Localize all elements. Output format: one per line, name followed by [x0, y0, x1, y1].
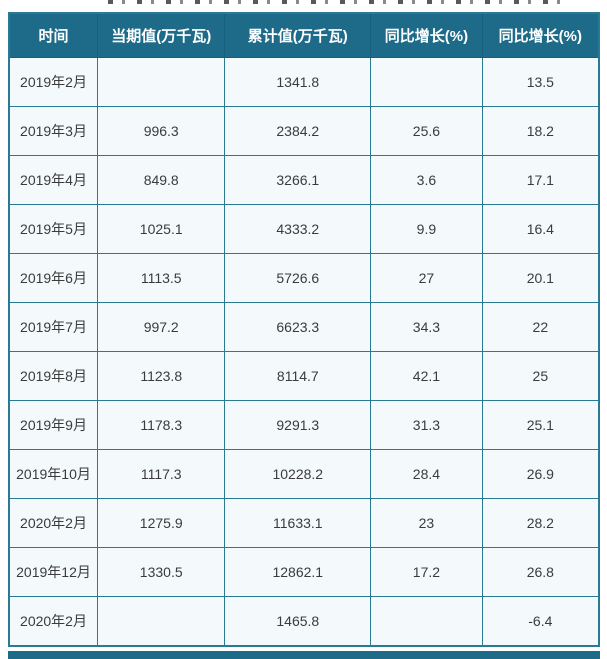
table-cell-value: 6623.3 [224, 302, 372, 352]
table-cell-value: 10228.2 [224, 449, 372, 499]
table-cell-value: 1113.5 [96, 253, 226, 303]
table-cell-value: 18.2 [481, 106, 600, 156]
table-cell-value [370, 596, 483, 647]
table-cell-value: 1341.8 [224, 57, 372, 107]
table-header: 时间 当期值(万千瓦) 累计值(万千瓦) 同比增长(%) 同比增长(%) [8, 12, 600, 58]
column-header-current-value: 当期值(万千瓦) [96, 12, 226, 58]
table-cell-value: 997.2 [96, 302, 226, 352]
table-row: 2019年2月 1341.8 13.5 [8, 57, 600, 107]
table-cell-value: 1465.8 [224, 596, 372, 647]
table-cell-value [370, 57, 483, 107]
table-cell-time: 2020年2月 [8, 498, 98, 548]
table-cell-value: 42.1 [370, 351, 483, 401]
table-cell-time: 2019年12月 [8, 547, 98, 597]
table-cell-value: 26.9 [481, 449, 600, 499]
table-cell-value: 16.4 [481, 204, 600, 254]
table-cell-time: 2019年7月 [8, 302, 98, 352]
table-cell-value: -6.4 [481, 596, 600, 647]
table-cell-value: 9291.3 [224, 400, 372, 450]
table-cell-value: 25.1 [481, 400, 600, 450]
table-cell-value: 1330.5 [96, 547, 226, 597]
table-cell-value: 17.2 [370, 547, 483, 597]
table-cell-value: 26.8 [481, 547, 600, 597]
table-cell-value: 1123.8 [96, 351, 226, 401]
table-cell-value [96, 596, 226, 647]
table-cell-value: 28.4 [370, 449, 483, 499]
column-header-yoy-growth-current: 同比增长(%) [370, 12, 483, 58]
table-cell-value: 25 [481, 351, 600, 401]
table-cell-value: 13.5 [481, 57, 600, 107]
table-cell-time: 2019年9月 [8, 400, 98, 450]
table-cell-time: 2019年3月 [8, 106, 98, 156]
column-header-yoy-growth-cumulative: 同比增长(%) [481, 12, 600, 58]
table-row: 2019年10月 1117.3 10228.2 28.4 26.9 [8, 449, 600, 499]
table-row: 2019年6月 1113.5 5726.6 27 20.1 [8, 253, 600, 303]
table-cell-value: 34.3 [370, 302, 483, 352]
table-cell-value: 5726.6 [224, 253, 372, 303]
table-row: 2019年8月 1123.8 8114.7 42.1 25 [8, 351, 600, 401]
table-cell-time: 2019年8月 [8, 351, 98, 401]
table-body: 2019年2月 1341.8 13.5 2019年3月 996.3 2384.2 25.6 1… [8, 57, 600, 647]
table-cell-value: 1275.9 [96, 498, 226, 548]
table-cell-value: 11633.1 [224, 498, 372, 548]
table-cell-time: 2019年5月 [8, 204, 98, 254]
table-cell-value: 17.1 [481, 155, 600, 205]
table-cell-time: 2019年4月 [8, 155, 98, 205]
table-cell-value: 3.6 [370, 155, 483, 205]
table-cell-time: 2019年6月 [8, 253, 98, 303]
table-cell-value: 25.6 [370, 106, 483, 156]
table-cell-value: 996.3 [96, 106, 226, 156]
cropped-title-fragment [108, 0, 570, 4]
table-cell-value [96, 57, 226, 107]
table-cell-value: 28.2 [481, 498, 600, 548]
table-cell-value: 1025.1 [96, 204, 226, 254]
table-row: 2020年2月 1465.8 -6.4 [8, 596, 600, 647]
table-header-row: 时间 当期值(万千瓦) 累计值(万千瓦) 同比增长(%) 同比增长(%) [8, 12, 600, 58]
column-header-time: 时间 [8, 12, 98, 58]
table-row: 2019年12月 1330.5 12862.1 17.2 26.8 [8, 547, 600, 597]
table-row: 2019年5月 1025.1 4333.2 9.9 16.4 [8, 204, 600, 254]
table-cell-value: 2384.2 [224, 106, 372, 156]
table-cell-value: 4333.2 [224, 204, 372, 254]
table-row: 2020年2月 1275.9 11633.1 23 28.2 [8, 498, 600, 548]
statistics-table: 时间 当期值(万千瓦) 累计值(万千瓦) 同比增长(%) 同比增长(%) 201… [8, 12, 600, 647]
table-cell-value: 3266.1 [224, 155, 372, 205]
column-header-cumulative-value: 累计值(万千瓦) [224, 12, 372, 58]
table-cell-value: 31.3 [370, 400, 483, 450]
table-cell-value: 1178.3 [96, 400, 226, 450]
table-cell-time: 2019年2月 [8, 57, 98, 107]
table-cell-value: 20.1 [481, 253, 600, 303]
table-cell-time: 2019年10月 [8, 449, 98, 499]
cropped-bottom-band [8, 651, 600, 659]
table-row: 2019年7月 997.2 6623.3 34.3 22 [8, 302, 600, 352]
table-cell-value: 27 [370, 253, 483, 303]
table-cell-value: 8114.7 [224, 351, 372, 401]
table-row: 2019年3月 996.3 2384.2 25.6 18.2 [8, 106, 600, 156]
table-row: 2019年4月 849.8 3266.1 3.6 17.1 [8, 155, 600, 205]
table-cell-value: 23 [370, 498, 483, 548]
table-cell-value: 22 [481, 302, 600, 352]
table-cell-value: 9.9 [370, 204, 483, 254]
table-cell-value: 12862.1 [224, 547, 372, 597]
table-cell-value: 849.8 [96, 155, 226, 205]
table-cell-value: 1117.3 [96, 449, 226, 499]
table-cell-time: 2020年2月 [8, 596, 98, 647]
table-row: 2019年9月 1178.3 9291.3 31.3 25.1 [8, 400, 600, 450]
